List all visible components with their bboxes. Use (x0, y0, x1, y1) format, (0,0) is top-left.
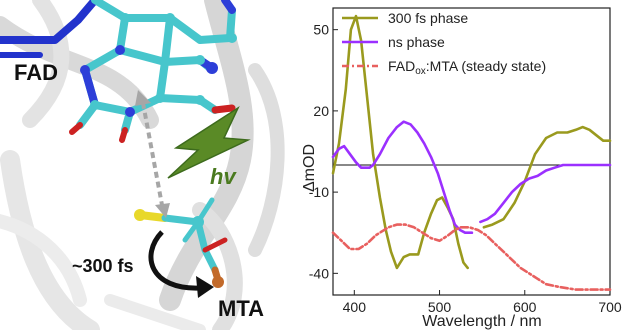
y-tick-label: -40 (309, 265, 329, 281)
hv-label: hv (210, 164, 237, 189)
x-tick-label: 600 (513, 299, 537, 315)
transient-spectra-chart: 400 500 600 700 50 20 -10 -40 300 fs phase ns ph… (301, 7, 622, 330)
protein-ribbons (0, 0, 285, 335)
lightning-bolt-icon (167, 105, 251, 179)
legend-entry-label: 300 fs phase (388, 10, 468, 26)
molecular-structure-panel: FAD hv ~300 fs MTA (0, 0, 300, 335)
series-line-300-fs-phase (331, 14, 469, 270)
series-line-fadox-mta-steady-state- (331, 223, 612, 291)
arrowhead-down-icon (155, 203, 170, 218)
plot-frame (332, 7, 611, 296)
y-tick-label: -10 (309, 184, 329, 200)
electron-transfer-arrow (135, 90, 170, 218)
mta-molecule (134, 197, 228, 288)
arrowhead-up-icon (135, 90, 151, 106)
fad-molecule (0, 0, 237, 143)
x-tick-label: 700 (598, 299, 622, 315)
legend-entry-label: ns phase (388, 34, 445, 50)
mta-label: MTA (218, 296, 264, 321)
legend-entry-label: FADox:MTA (steady state) (388, 58, 546, 77)
series-line-ns-phase (331, 120, 474, 234)
x-axis-label: Wavelength / nm (422, 313, 541, 330)
chart-legend: 300 fs phase ns phase FADox:MTA (steady st… (342, 10, 546, 77)
x-tick-label: 500 (428, 299, 452, 315)
fad-label: FAD (14, 60, 58, 85)
series-line-300-fs-phase (482, 125, 612, 229)
time-label: ~300 fs (72, 256, 134, 276)
series-line-ns-phase (479, 163, 612, 224)
rotation-arrow (148, 230, 214, 298)
y-axis-label: ΔmOD (301, 144, 318, 192)
molecular-structure-illustration: FAD hv ~300 fs MTA (0, 0, 285, 335)
y-tick-label: 20 (313, 103, 329, 119)
spectrum-chart-panel: 400 500 600 700 50 20 -10 -40 300 fs phase ns ph… (300, 0, 626, 330)
curved-arrowhead-icon (196, 276, 214, 298)
x-tick-label: 400 (343, 299, 367, 315)
y-tick-label: 50 (313, 22, 329, 38)
